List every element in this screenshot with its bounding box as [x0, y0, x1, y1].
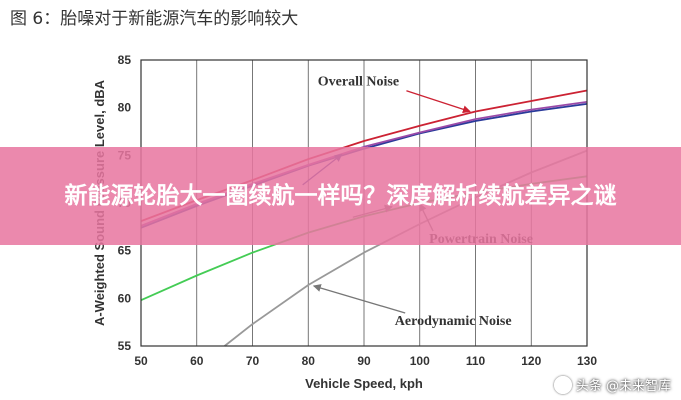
watermark: 头条 @未来智库: [553, 375, 671, 394]
x-axis-label: Vehicle Speed, kph: [305, 376, 423, 391]
x-tick-label: 80: [302, 354, 316, 368]
x-tick-label: 60: [190, 354, 204, 368]
overall-noise-arrow: [406, 90, 471, 114]
aerodynamic-noise-arrow: [312, 284, 406, 314]
x-tick-label: 120: [521, 354, 541, 368]
x-tick-label: 110: [466, 354, 486, 368]
y-tick-label: 55: [118, 339, 132, 353]
aerodynamic-noise-label: Aerodynamic Noise: [395, 314, 512, 329]
banner-text: 新能源轮胎大一圈续航一样吗？深度解析续航差异之谜: [64, 183, 617, 209]
watermark-logo-icon: [553, 375, 572, 394]
y-tick-label: 85: [118, 53, 132, 67]
x-tick-label: 90: [357, 354, 371, 368]
title-banner: 新能源轮胎大一圈续航一样吗？深度解析续航差异之谜: [0, 147, 681, 245]
x-tick-label: 70: [246, 354, 260, 368]
y-tick-label: 80: [118, 101, 132, 115]
x-tick-label: 130: [577, 354, 597, 368]
y-tick-label: 60: [118, 291, 132, 305]
figure-title: 图 6：胎噪对于新能源汽车的影响较大: [10, 9, 299, 29]
x-tick-label: 100: [410, 354, 430, 368]
overall-noise-label: Overall Noise: [318, 75, 399, 90]
y-tick-label: 65: [118, 244, 132, 258]
x-tick-labels: 50 60 70 80 90 100 110 120 130: [134, 354, 597, 368]
watermark-text: 头条 @未来智库: [575, 379, 671, 394]
x-tick-label: 50: [134, 354, 148, 368]
